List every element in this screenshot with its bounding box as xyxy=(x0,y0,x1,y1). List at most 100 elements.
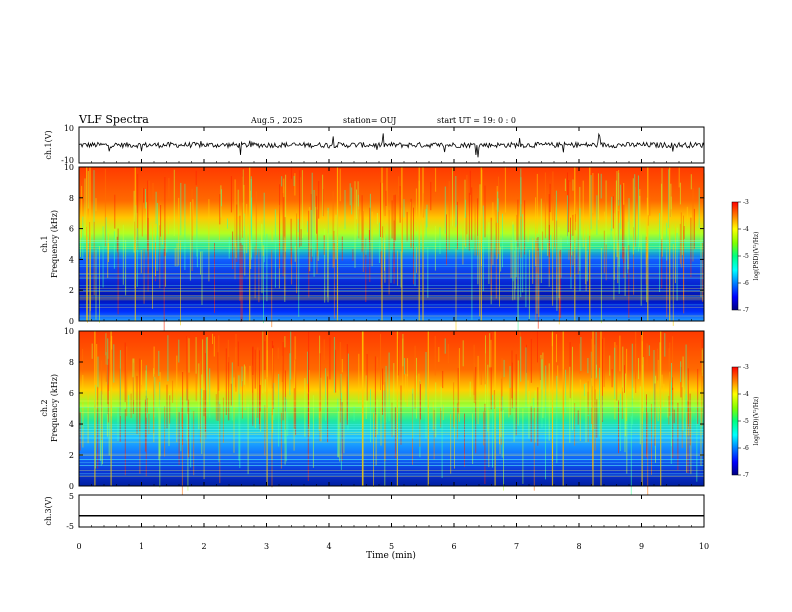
spectrogram-streak xyxy=(552,232,554,306)
ch2-frequency-ylabel: Frequency (kHz) xyxy=(50,374,59,442)
spectrogram-streak xyxy=(580,337,582,371)
spectrogram-streak xyxy=(680,366,682,398)
spectrogram-streak xyxy=(343,386,345,454)
spectrogram-streak xyxy=(155,191,157,224)
spectrogram-streak xyxy=(515,354,517,436)
spectrogram-streak xyxy=(102,226,104,288)
spectrogram-streak xyxy=(145,370,147,396)
spectrogram-streak xyxy=(195,337,197,374)
spectrogram-streak xyxy=(156,236,158,271)
spectrogram-streak xyxy=(622,184,623,259)
spectrogram-streak xyxy=(234,179,236,247)
spectrogram-streak xyxy=(249,365,251,391)
spectrogram-streak xyxy=(391,200,393,239)
spectrogram-streak xyxy=(701,372,703,426)
spectrogram-streak xyxy=(319,402,321,442)
spectrogram-streak xyxy=(339,168,341,202)
ch2-freq-ytick-label: 0 xyxy=(69,482,74,491)
spectrogram-streak xyxy=(140,250,142,274)
spectrogram-streak xyxy=(693,208,695,250)
spectrogram-streak xyxy=(674,224,676,284)
spectrogram-streak xyxy=(686,412,688,473)
xtick-label: 5 xyxy=(389,542,394,551)
spectrogram-streak xyxy=(141,188,143,237)
spectrogram-streak xyxy=(178,197,180,266)
spectrogram-streak xyxy=(614,347,616,399)
spectrogram-streak xyxy=(633,227,635,295)
spectrogram-streak xyxy=(95,198,97,212)
spectrogram-streak xyxy=(174,248,176,267)
spectrogram-streak xyxy=(148,414,150,434)
spectrogram-streak xyxy=(441,405,443,478)
spectrogram-streak xyxy=(352,249,354,261)
spectrogram-streak xyxy=(624,246,626,296)
spectrogram-streak xyxy=(393,220,395,284)
spectrogram-streak xyxy=(82,374,84,398)
spectrogram-streak xyxy=(308,210,310,298)
spectrogram-streak xyxy=(180,182,182,236)
spectrogram-streak xyxy=(697,368,699,424)
spectrogram-streak xyxy=(315,206,317,235)
spectrogram-streak xyxy=(515,246,517,278)
spectrogram-streak xyxy=(509,364,511,415)
spectrogram-streak xyxy=(522,408,524,484)
spectrogram-streak xyxy=(145,390,147,477)
spectrogram-streak xyxy=(126,346,128,417)
xtick-label: 10 xyxy=(699,542,709,551)
ch2-freq-ytick-label: 4 xyxy=(69,420,74,429)
spectrogram-streak xyxy=(239,215,241,301)
spectrogram-streak xyxy=(281,355,283,382)
spectrogram-streak xyxy=(517,199,519,284)
spectrogram-streak xyxy=(272,348,274,433)
spectrogram-streak xyxy=(555,190,557,244)
spectrogram-streak xyxy=(333,242,335,319)
spectrogram-streak xyxy=(611,196,613,231)
spectrogram-streak xyxy=(339,216,341,227)
spectrogram-streak xyxy=(564,178,566,191)
spectrogram-streak xyxy=(195,371,197,402)
spectrogram-streak xyxy=(520,204,522,258)
spectrogram-streak xyxy=(541,359,543,429)
spectrogram-streak xyxy=(190,409,192,468)
spectrogram-streak xyxy=(384,220,386,283)
spectrogram-streak xyxy=(672,243,674,326)
spectrogram-streak xyxy=(87,236,88,323)
spectrogram-streak xyxy=(557,365,559,389)
spectrogram-streak xyxy=(148,180,150,201)
spectrogram-streak xyxy=(406,374,408,407)
spectrogram-streak xyxy=(605,180,607,246)
spectrogram-streak xyxy=(511,362,513,409)
spectrogram-streak xyxy=(490,333,492,410)
spectrogram-streak xyxy=(333,337,335,393)
spectrogram-streak xyxy=(263,192,265,263)
spectrogram-streak xyxy=(682,356,684,431)
spectrogram-streak xyxy=(107,364,109,404)
spectrogram-streak xyxy=(671,363,672,447)
spectrogram-streak xyxy=(250,176,252,258)
spectrogram-streak xyxy=(122,224,124,285)
spectrogram-streak xyxy=(237,341,239,367)
spectrogram-streak xyxy=(681,234,683,255)
spectrogram-streak xyxy=(634,174,636,250)
spectrogram-streak xyxy=(626,398,628,474)
colorbar-tick-label: -6 xyxy=(743,280,749,287)
spectrogram-streak xyxy=(369,207,371,282)
spectrogram-streak xyxy=(290,331,292,380)
spectrogram-streak xyxy=(219,194,221,225)
spectrogram-streak xyxy=(440,386,442,411)
spectrogram-streak xyxy=(264,341,266,370)
spectrogram-streak xyxy=(311,172,313,257)
spectrogram-streak xyxy=(365,375,367,419)
spectrogram-streak xyxy=(432,402,434,431)
spectrogram-streak xyxy=(225,348,227,415)
spectrogram-streak xyxy=(537,331,538,363)
spectrogram-streak xyxy=(690,217,692,278)
spectrogram-streak xyxy=(133,358,135,400)
start-ut-label: start UT = 19: 0 : 0 xyxy=(437,116,516,125)
colorbar-tick-label: -6 xyxy=(743,445,749,452)
spectrogram-streak xyxy=(477,235,479,285)
spectrogram-streak xyxy=(397,250,399,286)
spectrogram-streak xyxy=(230,176,232,213)
spectrogram-streak xyxy=(426,204,428,228)
spectrogram-streak xyxy=(448,181,450,251)
